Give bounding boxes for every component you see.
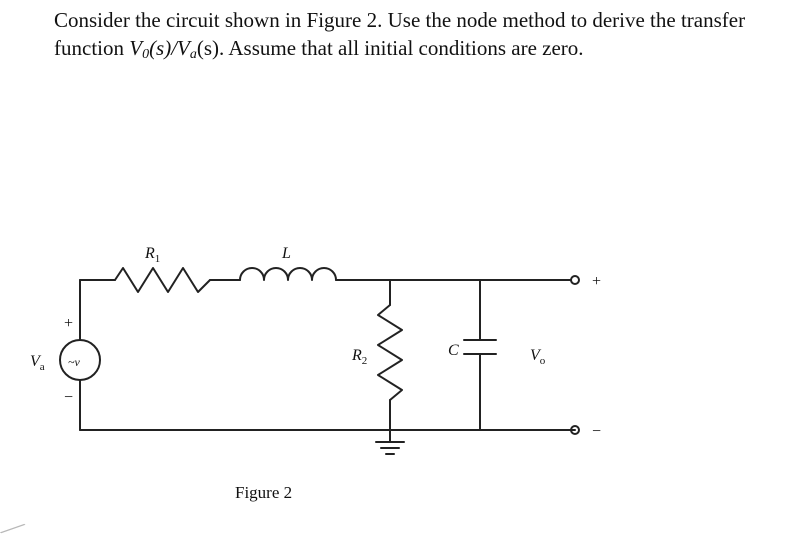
- va-label: Va: [30, 353, 45, 373]
- r2-label: R2: [351, 347, 367, 367]
- prompt-v0: V: [129, 36, 142, 60]
- c-label: C: [448, 342, 459, 359]
- figure-caption: Figure 2: [235, 483, 292, 502]
- resistor-r2: [378, 305, 402, 400]
- prompt-line2-f: (s). Assume that all initial conditions …: [197, 36, 584, 60]
- voltage-source: [60, 340, 100, 380]
- problem-statement: Consider the circuit shown in Figure 2. …: [54, 6, 794, 65]
- figure: + − Va ~v R1 L: [20, 220, 640, 520]
- resistor-r1: [115, 268, 210, 292]
- circuit-svg: + − Va ~v R1 L: [20, 220, 640, 520]
- source-inner: ~v: [68, 355, 80, 369]
- terminal-top: [571, 276, 579, 284]
- prompt-va-sub: a: [190, 47, 197, 62]
- terminal-minus: −: [592, 423, 601, 440]
- terminal-plus: +: [592, 273, 601, 290]
- source-plus: +: [64, 315, 73, 332]
- page: Consider the circuit shown in Figure 2. …: [0, 0, 805, 540]
- source-minus: −: [64, 389, 73, 406]
- prompt-line1: Consider the circuit shown in Figure 2. …: [54, 8, 745, 32]
- prompt-mid: (s)/V: [149, 36, 190, 60]
- prompt-line2-a: function: [54, 36, 129, 60]
- l-label: L: [281, 245, 291, 262]
- prompt-v0-sub: 0: [142, 47, 149, 62]
- vo-label: Vo: [530, 347, 546, 367]
- inductor-l: [240, 268, 336, 280]
- r1-label: R1: [144, 245, 160, 265]
